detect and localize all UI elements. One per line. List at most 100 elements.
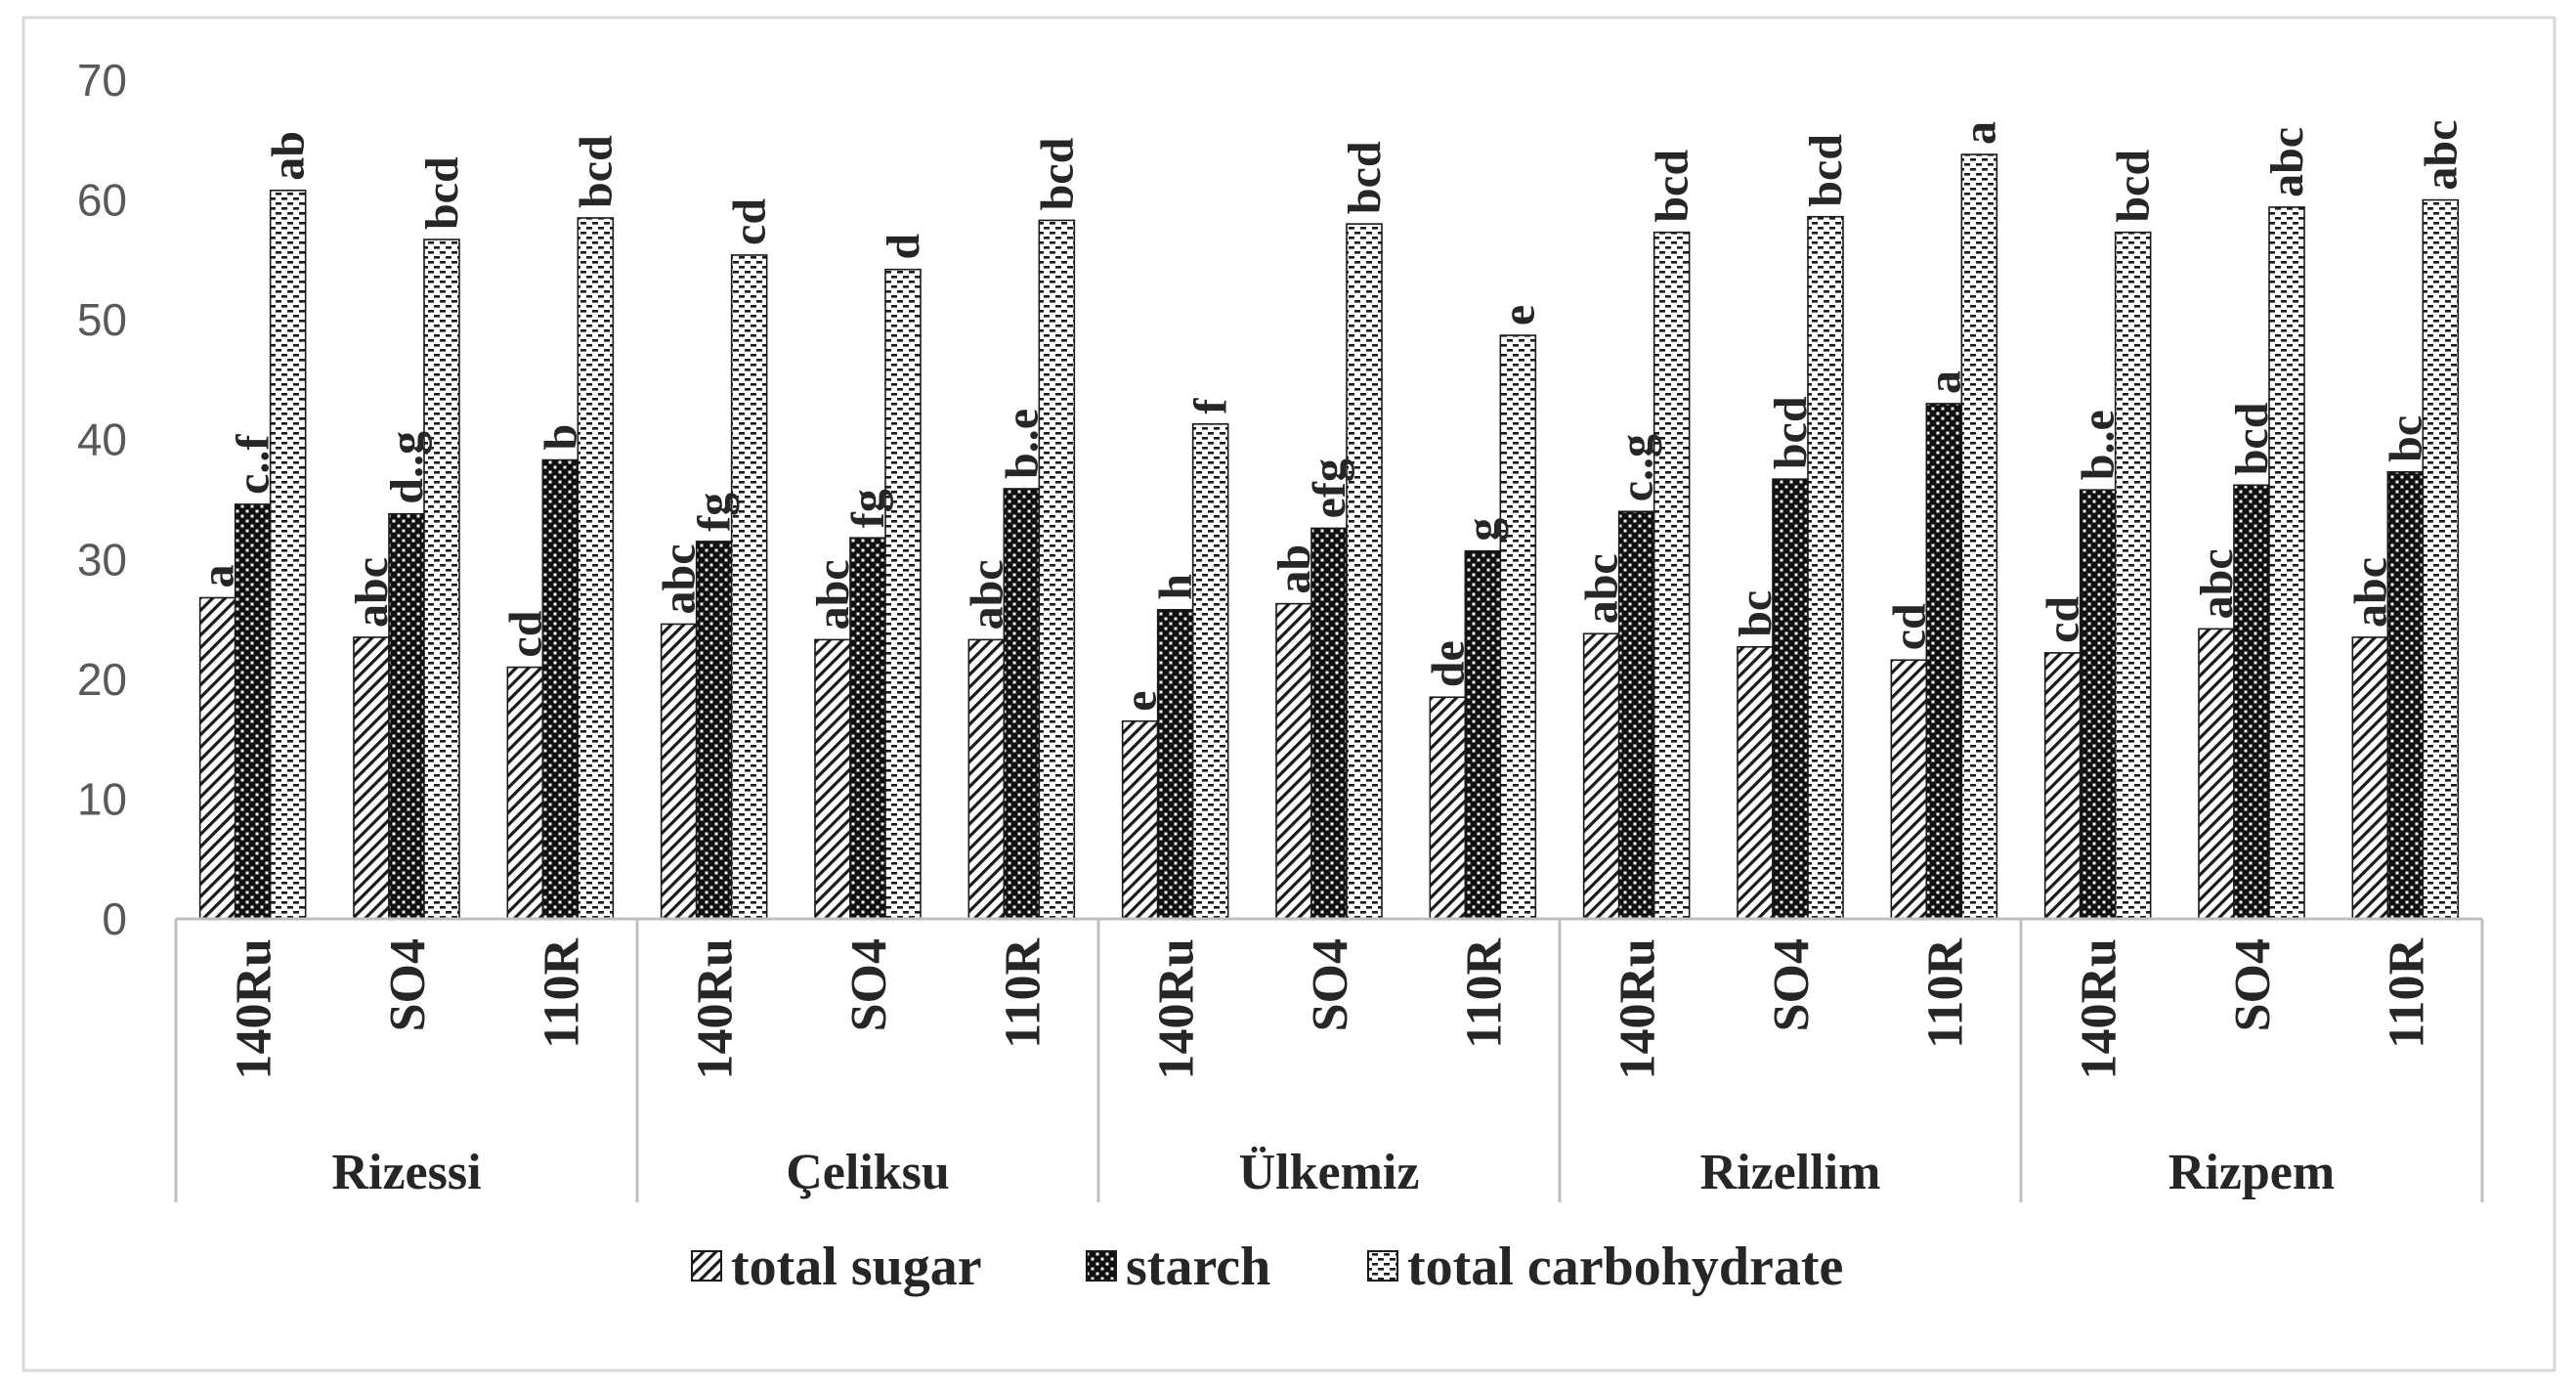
significance-letter: abc (2344, 557, 2396, 628)
significance-letter: bcd (2226, 402, 2278, 475)
significance-letter: bcd (2108, 150, 2160, 223)
bar-marks (198, 153, 2460, 920)
significance-letter: abc (961, 559, 1012, 630)
significance-letter: e (1115, 690, 1167, 711)
group-label: Ülkemiz (1239, 1145, 1420, 1200)
significance-letter: de (1422, 640, 1474, 687)
bar-total-sugar (2043, 652, 2082, 920)
bar-total-carbohydrate (2422, 198, 2460, 920)
significance-letter: abc (2191, 548, 2243, 619)
y-tick-label: 60 (77, 175, 127, 226)
y-tick-label: 70 (77, 55, 127, 106)
significance-letter: abc (2415, 120, 2467, 191)
x-tick-label: SO4 (380, 938, 436, 1031)
legend-label: starch (1126, 1237, 1270, 1297)
significance-letter: e (1492, 305, 1544, 326)
bar-total-carbohydrate (884, 268, 922, 920)
significance-letter: efg (1304, 458, 1355, 518)
significance-letter: a (193, 565, 244, 588)
significance-letter: bcd (1647, 150, 1698, 223)
significance-letter: d (878, 234, 929, 260)
bar-starch (388, 512, 425, 920)
bar-total-carbohydrate (1499, 334, 1537, 920)
significance-letter: a (1953, 121, 2005, 145)
significance-letter: bcd (1800, 134, 1852, 207)
significance-letter: b..e (996, 409, 1048, 479)
legend: total sugar starch total carbohydrate (691, 1237, 1843, 1297)
y-tick-label: 40 (77, 414, 127, 465)
bar-total-carbohydrate (269, 189, 307, 920)
significance-letter: f (1185, 398, 1237, 414)
significance-letter: cd (1883, 603, 1935, 650)
x-tick-label: SO4 (841, 938, 897, 1031)
x-tick-label: 110R (995, 937, 1051, 1049)
x-tick-label: 140Ru (1149, 938, 1205, 1079)
significance-letter: abc (2261, 127, 2313, 197)
legend-label: total carbohydrate (1407, 1237, 1843, 1297)
bar-total-sugar (198, 596, 236, 920)
bar-total-carbohydrate (1346, 223, 1383, 920)
significance-letter: d..g (381, 431, 433, 504)
bar-starch (1925, 403, 1963, 920)
y-tick-label: 10 (77, 773, 127, 824)
significance-letter: fg (842, 489, 894, 528)
significance-letter: b..e (2073, 410, 2125, 480)
significance-letter: a (1918, 370, 1970, 394)
bar-total-carbohydrate (2268, 206, 2305, 920)
bar-starch (1156, 608, 1194, 920)
significance-letter: h (1150, 574, 1202, 600)
bar-total-carbohydrate (1191, 422, 1229, 920)
x-tick-label: 110R (1456, 937, 1512, 1049)
significance-letters: ac..fababcd..gbcdcdbbcdabcfgcdabcfgdabcb… (193, 120, 2468, 712)
bar-total-carbohydrate (1960, 153, 1998, 920)
group-label: Çeliksu (786, 1145, 950, 1200)
significance-letter: bcd (416, 156, 468, 230)
bar-total-carbohydrate (2114, 231, 2152, 920)
bar-starch (1772, 478, 1809, 920)
bar-starch (695, 541, 733, 920)
significance-letter: g (1457, 518, 1509, 542)
significance-letter: fg (689, 493, 741, 532)
significance-letter: cd (499, 610, 551, 657)
x-tick-label: 140Ru (688, 938, 744, 1079)
bar-total-carbohydrate (423, 239, 460, 920)
significance-letter: b (535, 424, 586, 451)
bar-total-carbohydrate (730, 254, 768, 920)
bar-total-carbohydrate (577, 217, 615, 920)
bar-total-sugar (353, 636, 390, 920)
x-axis: 140Ru SO4 110R Rizessi 140Ru SO4 110R Çeliksu 14… (174, 917, 2484, 1202)
bar-total-carbohydrate (1653, 231, 1691, 920)
significance-letter: cd (2038, 596, 2089, 643)
x-tick-label: 140Ru (1610, 938, 1666, 1079)
x-tick-label: SO4 (2225, 938, 2281, 1031)
bar-total-carbohydrate (1807, 215, 1844, 920)
bar-total-sugar (1582, 632, 1620, 920)
y-tick-label: 0 (102, 893, 127, 944)
significance-letter: c..f (228, 434, 279, 495)
bar-total-sugar (1737, 645, 1774, 920)
x-tick-label: SO4 (1303, 938, 1358, 1031)
significance-letter: bcd (570, 135, 622, 208)
significance-letter: cd (724, 198, 776, 245)
x-tick-label: 110R (534, 937, 589, 1049)
y-tick-label: 50 (77, 294, 127, 345)
bar-total-sugar (1275, 602, 1312, 920)
significance-letter: bc (1730, 590, 1782, 637)
x-tick-label: 110R (1917, 937, 1973, 1049)
x-tick-label: 110R (2379, 937, 2434, 1049)
bar-total-sugar (967, 638, 1006, 920)
significance-letter: ab (263, 131, 315, 181)
significance-letter: abc (1576, 553, 1628, 624)
y-axis: 0 10 20 30 40 50 60 70 (77, 55, 127, 944)
bar-total-sugar (2198, 628, 2235, 920)
x-tick-label: 140Ru (2072, 938, 2127, 1079)
significance-letter: bcd (1339, 141, 1391, 214)
legend-label: total sugar (731, 1237, 982, 1297)
significance-letter: bc (2380, 415, 2431, 462)
significance-letter: abc (807, 559, 859, 630)
group-label: Rizpem (2168, 1145, 2335, 1200)
bar-total-sugar (1121, 719, 1159, 920)
significance-letter: bcd (1031, 137, 1083, 210)
bar-starch (2386, 471, 2425, 920)
